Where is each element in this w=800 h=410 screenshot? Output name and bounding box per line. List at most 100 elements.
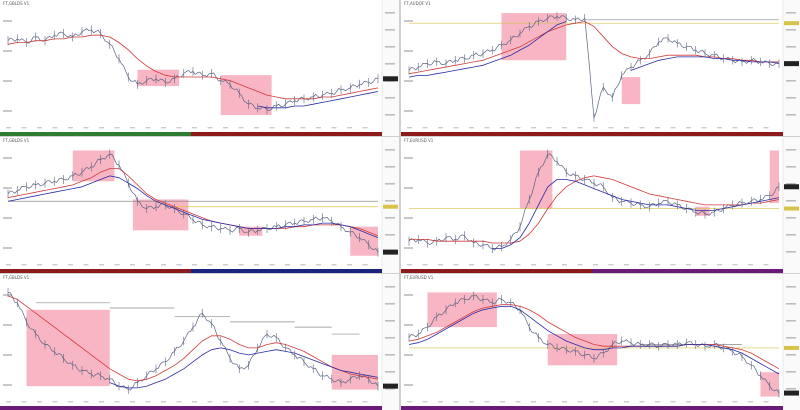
price-axis-tick-label xyxy=(786,217,796,219)
panel-header: FT,GBLDS V1 xyxy=(3,1,30,6)
time-axis-tick xyxy=(422,401,428,403)
time-axis-tick xyxy=(269,264,275,266)
session-bar xyxy=(0,132,191,136)
level-label xyxy=(3,217,12,219)
time-axis-tick xyxy=(546,264,552,266)
price-axis-tick-label xyxy=(786,29,796,31)
panel-divider xyxy=(0,273,800,274)
price-axis-tick-label xyxy=(385,354,395,356)
time-axis-tick xyxy=(52,264,58,266)
time-axis-tick xyxy=(207,127,213,129)
price-axis-tick-label xyxy=(385,166,395,168)
time-axis-tick xyxy=(531,264,536,266)
price-chart xyxy=(401,0,800,136)
time-axis-tick xyxy=(223,401,228,403)
time-axis-tick xyxy=(670,264,676,266)
level-label xyxy=(404,354,413,356)
time-axis-tick xyxy=(531,401,536,403)
time-axis-tick xyxy=(701,264,707,266)
time-axis-tick xyxy=(763,127,769,129)
time-axis-tick xyxy=(624,127,629,129)
supply-demand-zone xyxy=(137,69,180,87)
supply-demand-zone xyxy=(769,150,779,204)
series-line-ma-fast xyxy=(492,179,780,249)
price-axis xyxy=(783,274,800,410)
price-axis-tick-label xyxy=(786,97,796,99)
price-axis-tick-label xyxy=(786,200,796,202)
time-axis-tick xyxy=(300,264,306,266)
time-axis-tick xyxy=(732,127,738,129)
price-axis-tick-label xyxy=(786,234,796,236)
price-axis-tick-label xyxy=(786,388,796,390)
time-axis-tick xyxy=(577,127,583,129)
level-marker xyxy=(383,204,398,209)
level-label xyxy=(3,384,12,386)
series-line-ma-slow xyxy=(7,295,379,382)
series-line-ma-fast xyxy=(408,21,780,78)
time-axis-tick xyxy=(145,127,151,129)
time-axis-tick xyxy=(238,127,244,129)
time-axis-tick xyxy=(562,127,567,129)
session-bar xyxy=(401,406,783,410)
time-axis-tick xyxy=(83,401,89,403)
level-label xyxy=(3,110,12,112)
time-axis-tick xyxy=(37,401,42,403)
price-axis-tick-label xyxy=(385,97,395,99)
level-label xyxy=(3,247,12,249)
level-label xyxy=(3,294,12,296)
time-axis-tick xyxy=(362,401,368,403)
time-axis-tick xyxy=(99,127,104,129)
time-axis-tick xyxy=(438,401,443,403)
time-axis-tick xyxy=(269,401,275,403)
time-axis-tick xyxy=(500,401,505,403)
time-axis-tick xyxy=(223,127,228,129)
price-axis-tick-label xyxy=(385,183,395,185)
time-axis-tick xyxy=(608,401,614,403)
time-axis-tick xyxy=(21,264,27,266)
time-axis-tick xyxy=(500,127,505,129)
session-bar xyxy=(401,269,592,273)
time-axis-tick xyxy=(515,401,521,403)
price-chart xyxy=(401,137,800,273)
time-axis-tick xyxy=(207,264,213,266)
time-axis-tick xyxy=(655,127,660,129)
time-axis-tick xyxy=(362,264,368,266)
time-axis-tick xyxy=(500,264,505,266)
time-axis-tick xyxy=(763,401,769,403)
level-label xyxy=(404,384,413,386)
price-axis-tick-label xyxy=(385,46,395,48)
time-axis-tick xyxy=(639,264,645,266)
panel-header: FT,EURUSD V1 xyxy=(404,138,434,143)
level-label xyxy=(404,50,413,52)
session-bar xyxy=(0,406,382,410)
time-axis-tick xyxy=(362,127,368,129)
session-bar xyxy=(0,269,191,273)
session-bar xyxy=(401,132,783,136)
time-axis-tick xyxy=(717,264,722,266)
price-axis-tick-label xyxy=(385,114,395,116)
price-axis xyxy=(783,137,800,273)
supply-demand-zone xyxy=(350,226,378,256)
time-axis-tick xyxy=(254,264,259,266)
current-price-marker xyxy=(383,76,398,82)
level-label xyxy=(404,324,413,326)
series-line-ma-fast xyxy=(257,91,379,109)
time-axis-tick xyxy=(686,127,691,129)
level-label xyxy=(404,20,413,22)
time-axis-tick xyxy=(577,401,583,403)
supply-demand-zone xyxy=(501,13,567,61)
time-axis-tick xyxy=(639,401,645,403)
time-axis-tick xyxy=(717,401,722,403)
price-chart xyxy=(0,0,399,136)
price-axis xyxy=(382,274,399,410)
time-axis-tick xyxy=(748,264,753,266)
time-axis-tick xyxy=(515,264,521,266)
series-line-ma-slow xyxy=(408,21,779,75)
time-axis-tick xyxy=(347,401,352,403)
time-axis-tick xyxy=(686,264,691,266)
price-axis-tick-label xyxy=(786,166,796,168)
price-axis-tick-label xyxy=(786,149,796,151)
chart-panel-bottom-right: FT,EURUSD V1 xyxy=(401,274,800,410)
time-axis-tick xyxy=(238,264,244,266)
